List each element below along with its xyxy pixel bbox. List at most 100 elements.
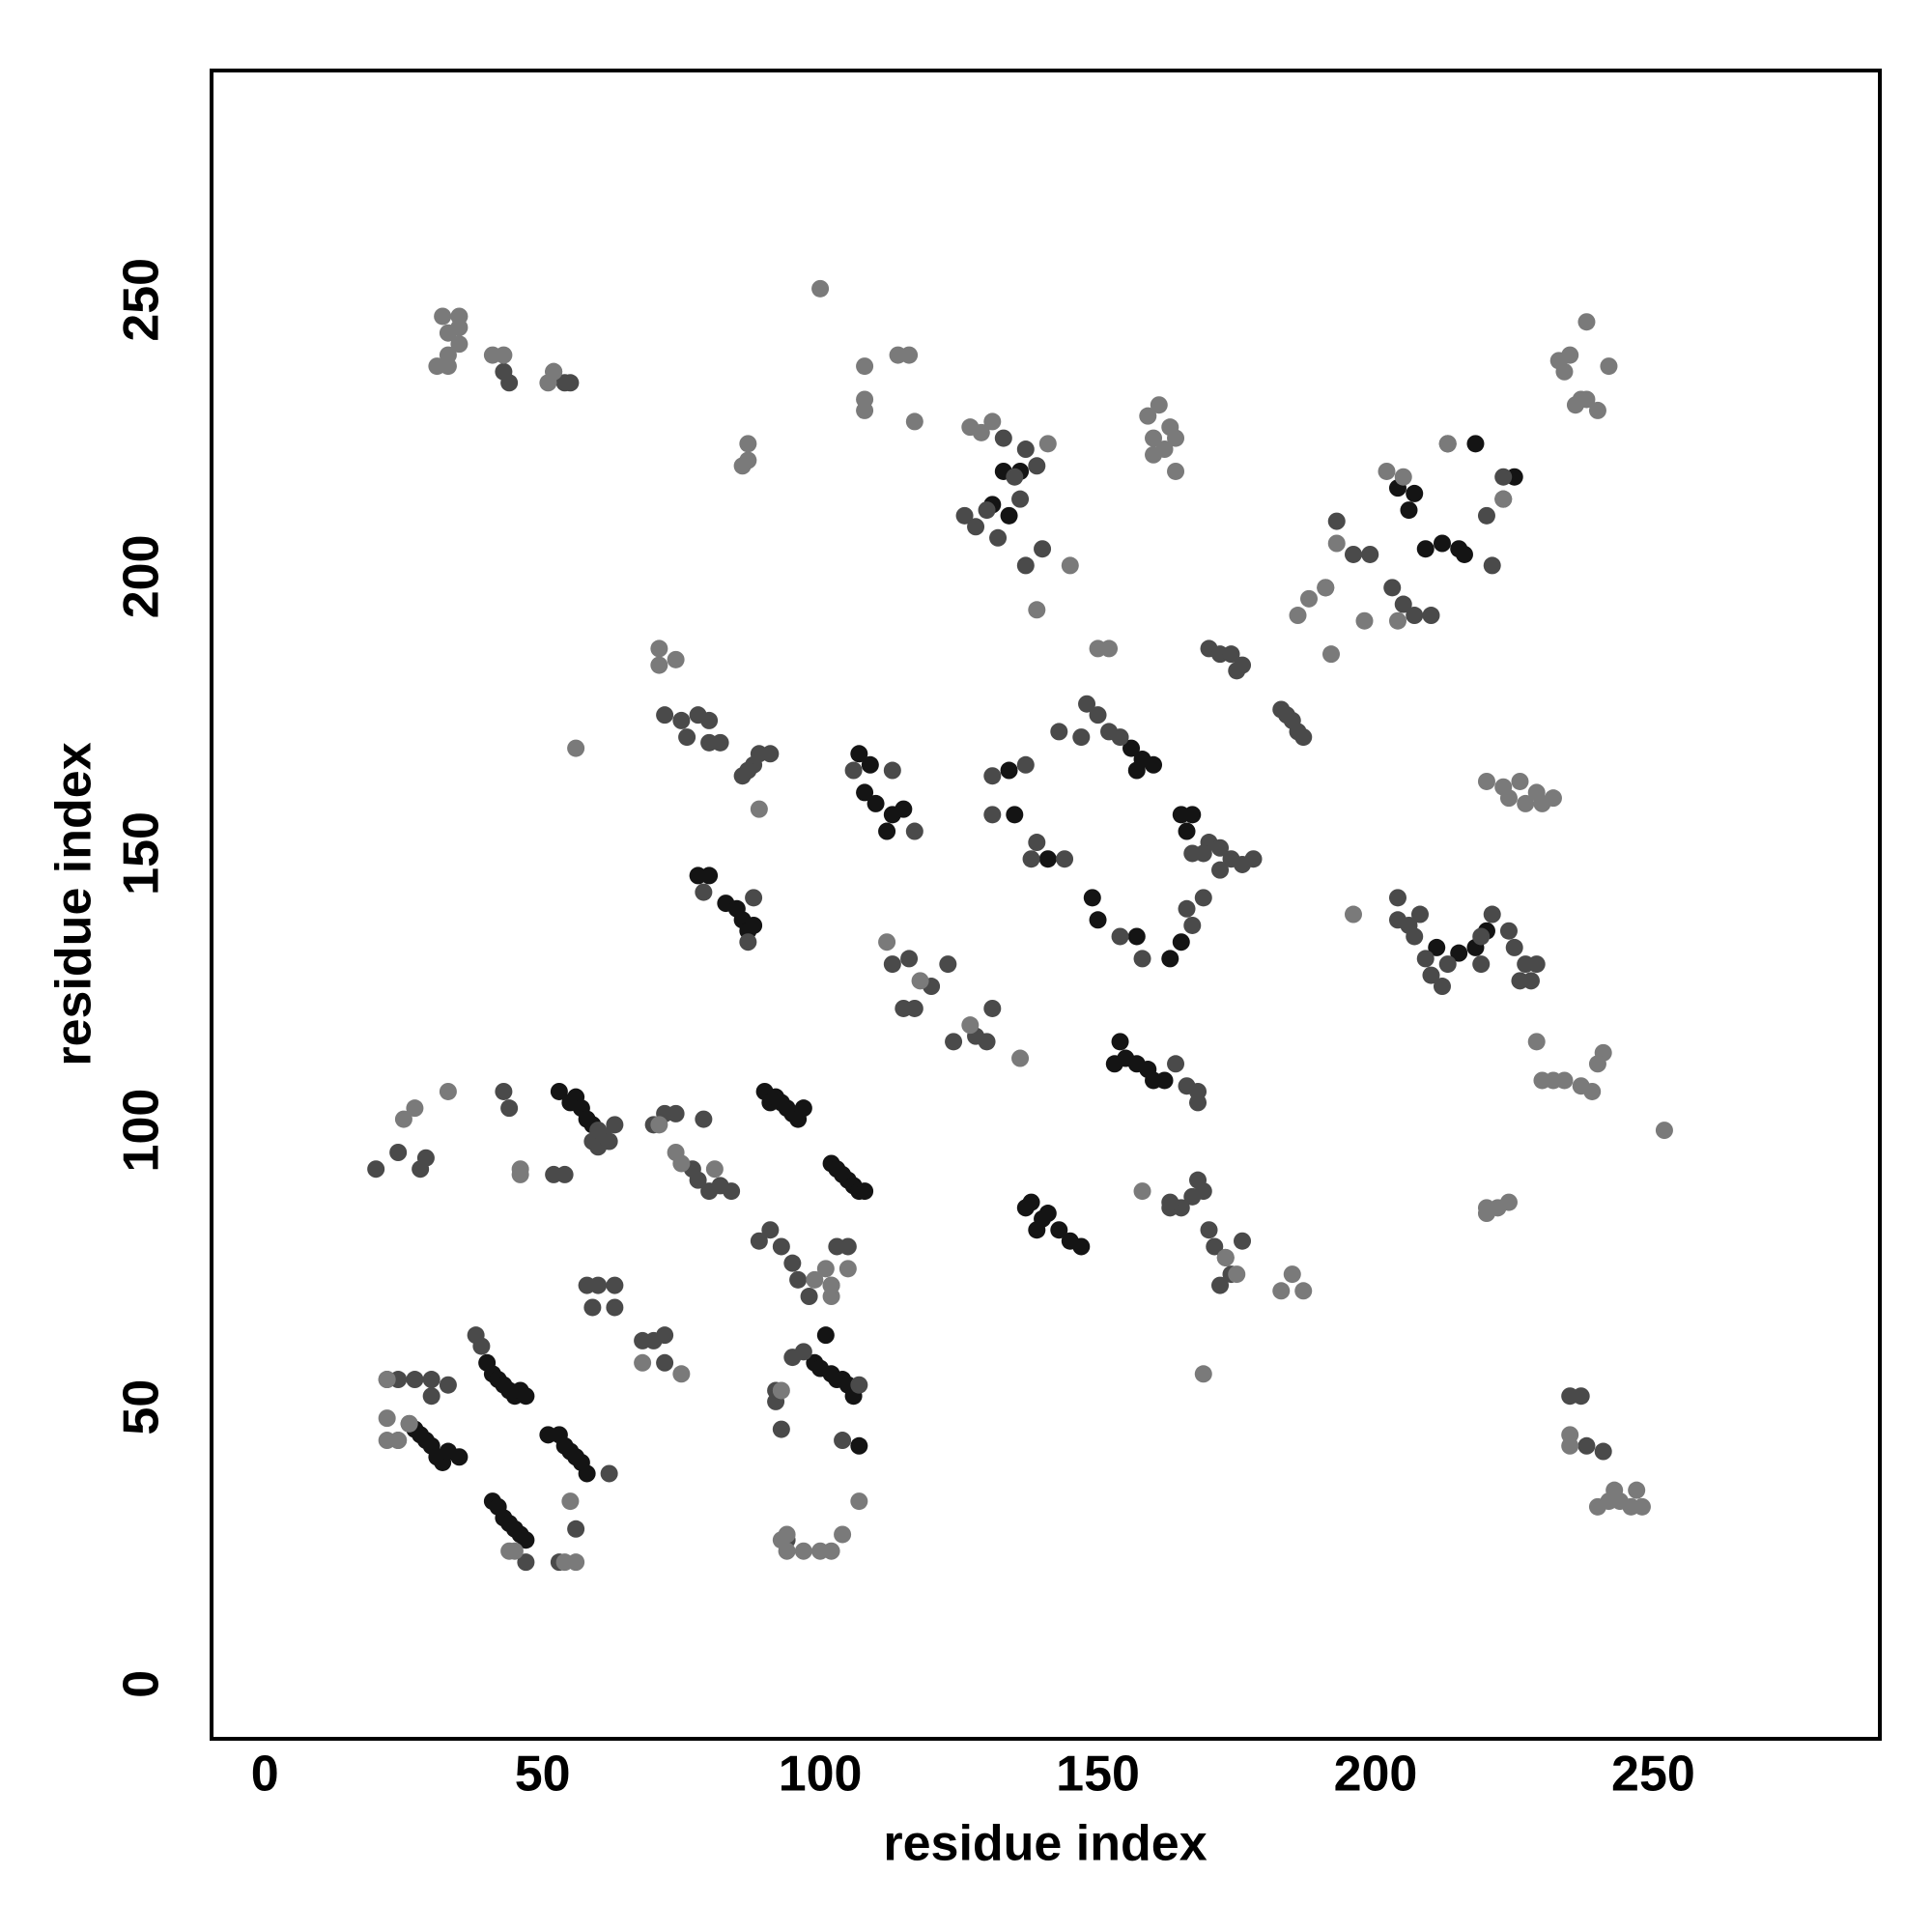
point — [1206, 1237, 1224, 1256]
point — [495, 346, 513, 364]
point — [705, 1160, 724, 1179]
point — [1050, 723, 1068, 741]
point — [434, 307, 452, 326]
point — [1361, 545, 1379, 563]
point — [1572, 390, 1590, 409]
point — [1577, 313, 1596, 331]
point — [1344, 905, 1362, 923]
point — [700, 867, 719, 885]
point — [1383, 579, 1402, 597]
point — [583, 1298, 602, 1317]
point — [650, 1116, 668, 1134]
point — [800, 1288, 818, 1306]
point — [1028, 601, 1046, 619]
point — [1517, 794, 1535, 812]
point — [1561, 1436, 1579, 1455]
point — [1000, 761, 1018, 780]
point — [416, 1149, 435, 1167]
point — [1511, 772, 1529, 790]
point — [1083, 889, 1101, 907]
point — [1145, 445, 1163, 464]
point — [378, 1409, 396, 1428]
point — [1527, 955, 1546, 974]
point — [1022, 850, 1040, 868]
point — [1100, 639, 1119, 658]
point — [1028, 834, 1046, 852]
point — [856, 1182, 874, 1201]
point — [367, 1160, 385, 1179]
point — [1355, 611, 1374, 630]
point — [838, 1260, 857, 1278]
point — [745, 916, 763, 934]
point — [1178, 822, 1196, 840]
point — [450, 1448, 469, 1466]
point — [650, 656, 668, 674]
point — [1078, 695, 1096, 713]
point — [850, 745, 868, 763]
point — [1211, 838, 1230, 857]
point — [389, 1143, 408, 1161]
point — [1433, 978, 1451, 996]
point — [439, 1376, 457, 1394]
point — [1555, 362, 1574, 381]
point — [811, 279, 830, 298]
point — [1533, 794, 1551, 812]
point — [750, 1232, 768, 1250]
point — [1628, 1481, 1646, 1499]
point — [606, 1116, 624, 1134]
point — [883, 955, 901, 974]
point — [1317, 579, 1335, 597]
point — [883, 761, 901, 780]
point — [856, 357, 874, 376]
point — [1038, 435, 1057, 453]
point — [700, 711, 719, 729]
point — [400, 1414, 418, 1433]
point — [983, 767, 1002, 785]
point — [1494, 468, 1513, 486]
point — [733, 457, 752, 475]
point — [1321, 645, 1340, 664]
point — [1499, 922, 1518, 940]
point — [1583, 1082, 1602, 1100]
point — [1038, 1205, 1057, 1223]
point — [606, 1298, 624, 1317]
point — [978, 1033, 996, 1051]
point — [1127, 927, 1146, 946]
point — [739, 435, 757, 453]
point — [794, 1542, 812, 1560]
point — [1038, 850, 1057, 868]
point — [1034, 540, 1052, 558]
point — [1472, 955, 1491, 974]
point — [1378, 462, 1396, 480]
point — [422, 1371, 440, 1389]
point — [972, 423, 990, 441]
point — [1111, 1033, 1129, 1051]
point — [1499, 789, 1518, 808]
point — [955, 506, 974, 525]
point — [1294, 728, 1313, 747]
point — [656, 706, 674, 724]
point — [983, 412, 1002, 431]
x-tick-label: 0 — [251, 1747, 279, 1803]
point — [472, 1337, 491, 1355]
point — [1555, 1071, 1574, 1090]
point — [1577, 1436, 1596, 1455]
point — [967, 518, 985, 536]
point — [667, 1104, 685, 1122]
point — [1111, 927, 1129, 946]
point — [1111, 728, 1129, 747]
point — [983, 806, 1002, 824]
point — [1167, 462, 1185, 480]
point — [600, 1464, 618, 1483]
point — [1016, 755, 1035, 774]
point — [878, 822, 896, 840]
point — [1167, 429, 1185, 447]
point — [511, 1165, 529, 1183]
point — [656, 1353, 674, 1372]
point — [1483, 905, 1501, 923]
point — [1472, 927, 1491, 946]
point — [861, 755, 879, 774]
point — [1211, 861, 1230, 879]
point — [567, 739, 585, 757]
point — [816, 1326, 835, 1345]
